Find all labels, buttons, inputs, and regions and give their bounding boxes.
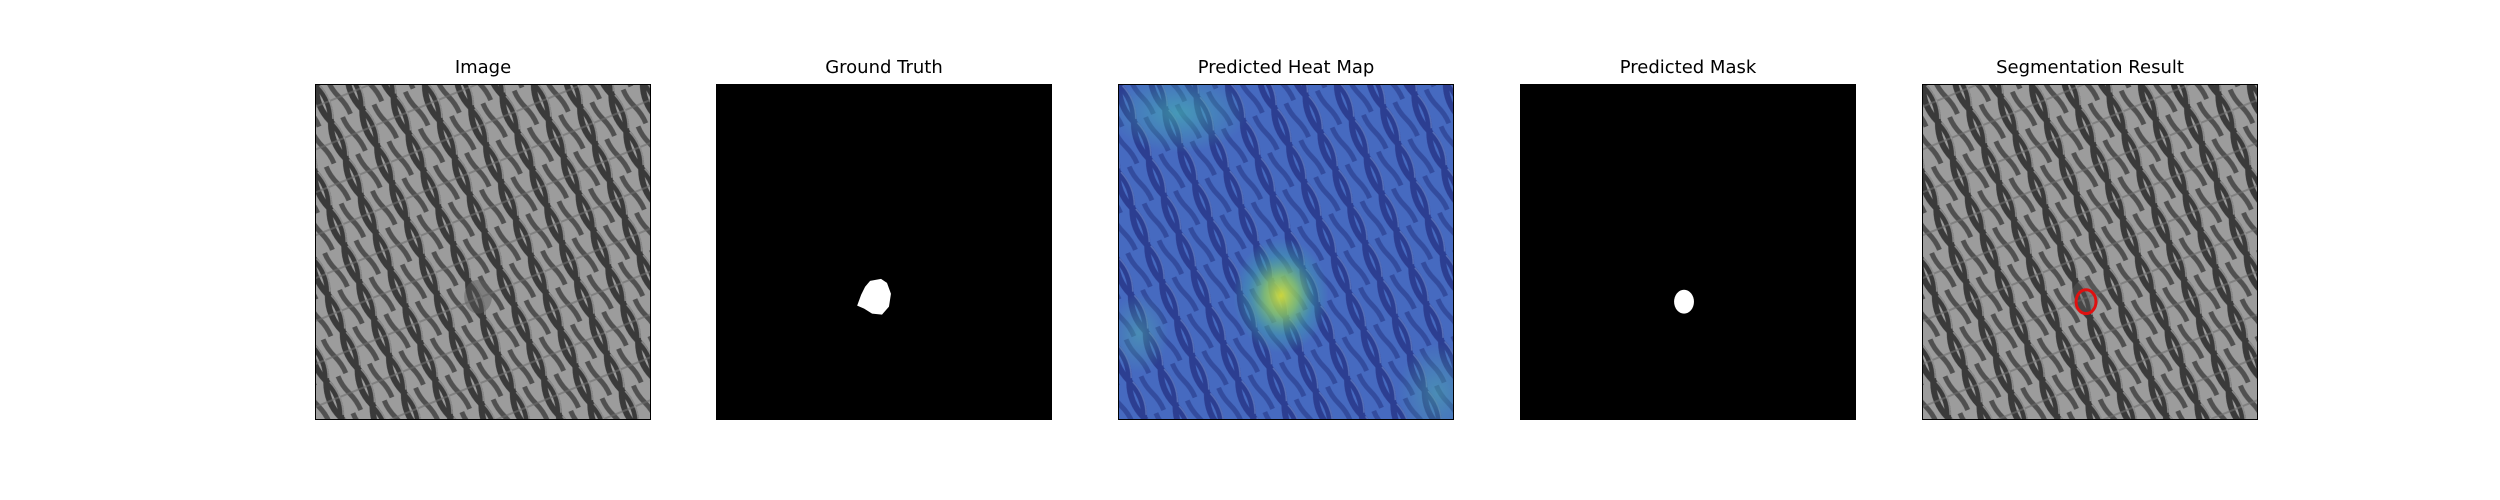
segmentation-contour	[2074, 288, 2098, 316]
panel-title-heat-map: Predicted Heat Map	[1197, 57, 1375, 78]
mesh-texture-image	[316, 85, 650, 419]
panel-title-predicted-mask: Predicted Mask	[1619, 57, 1757, 78]
predicted-mask-canvas	[1521, 85, 1855, 419]
ground-truth-canvas	[717, 85, 1051, 419]
heat-map-canvas	[1119, 85, 1453, 419]
heat-map-image	[1118, 84, 1454, 420]
heat-hotspot	[1233, 238, 1329, 354]
predicted-mask-region	[1674, 289, 1694, 314]
defect-region	[464, 279, 492, 314]
ground-truth-mask	[716, 84, 1052, 420]
panel-title-image: Image	[454, 57, 512, 78]
panel-title-segmentation-result: Segmentation Result	[1996, 57, 2184, 78]
segmentation-result-canvas	[1923, 85, 2257, 419]
segmentation-result-image	[1922, 84, 2258, 420]
panel-title-ground-truth: Ground Truth	[825, 57, 943, 78]
ground-truth-region	[857, 278, 891, 315]
input-image	[315, 84, 651, 420]
predicted-mask-image	[1520, 84, 1856, 420]
